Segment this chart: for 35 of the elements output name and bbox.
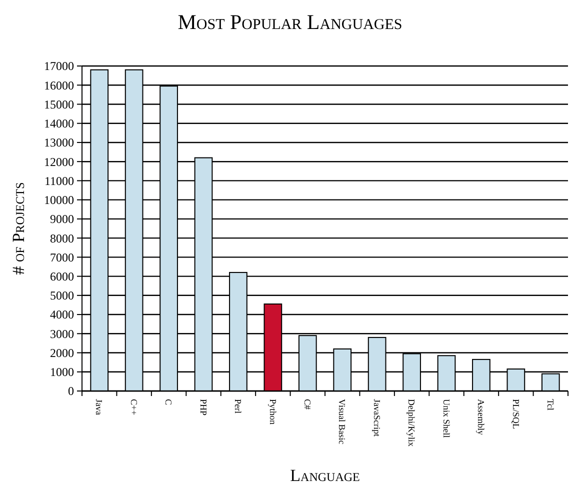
x-tick-label: Python bbox=[268, 399, 278, 426]
y-tick-label: 15000 bbox=[44, 97, 74, 112]
y-tick-label: 1000 bbox=[50, 365, 74, 380]
y-tick-label: 0 bbox=[68, 384, 74, 398]
y-tick-label: 8000 bbox=[50, 231, 74, 246]
y-tick-label: 10000 bbox=[44, 193, 74, 208]
y-tick-label: 7000 bbox=[50, 250, 74, 264]
x-tick-label: C# bbox=[302, 399, 312, 410]
y-tick-label: 11000 bbox=[44, 174, 74, 188]
x-tick-label: Tcl bbox=[545, 399, 556, 411]
x-tick-label: Delphi/Kylix bbox=[406, 399, 417, 447]
y-tick-label: 9000 bbox=[50, 212, 74, 226]
x-tick-label: C++ bbox=[128, 399, 139, 416]
y-tick-label: 3000 bbox=[50, 326, 74, 341]
y-tick-label: 17000 bbox=[44, 59, 74, 74]
y-tick-label: 2000 bbox=[50, 346, 74, 360]
x-tick-label: Perl bbox=[233, 399, 244, 414]
y-tick-label: 4000 bbox=[50, 308, 74, 322]
x-tick-label: C bbox=[164, 399, 174, 406]
x-tick-label: Assembly bbox=[476, 399, 486, 436]
y-tick-label: 13000 bbox=[44, 136, 74, 150]
x-tick-label: Java bbox=[94, 399, 104, 415]
y-tick-label: 6000 bbox=[50, 269, 74, 284]
y-axis-title: # of Projects bbox=[9, 182, 28, 275]
y-tick-label: 5000 bbox=[50, 288, 74, 303]
chart-title: Most Popular Languages bbox=[178, 10, 402, 34]
y-tick-label: 14000 bbox=[44, 116, 74, 131]
y-tick-label: 16000 bbox=[44, 78, 74, 92]
x-tick-label: PL/SQL bbox=[510, 399, 521, 430]
x-tick-label: JavaScript bbox=[372, 399, 382, 437]
x-axis-title: Language bbox=[290, 466, 360, 485]
x-tick-label: PHP bbox=[198, 399, 208, 416]
x-tick-label: Unix Shell bbox=[441, 399, 452, 438]
y-tick-label: 12000 bbox=[44, 154, 74, 169]
x-tick-label: Visual Basic bbox=[337, 399, 348, 444]
